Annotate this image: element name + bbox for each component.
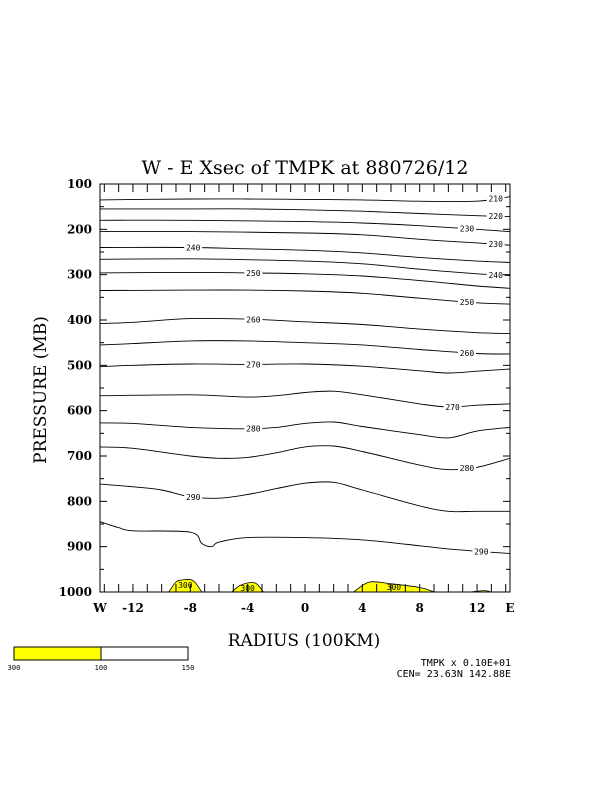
contour-label-220: 220 — [488, 212, 503, 221]
contour-label-290: 290 — [186, 493, 201, 502]
contour-label-260: 260 — [246, 315, 261, 324]
contour-label-240: 240 — [186, 244, 201, 253]
contour-line-230 — [99, 219, 511, 233]
x-tick-label: W — [92, 601, 107, 615]
contour-label-bg — [457, 348, 476, 357]
contour-label-bg — [244, 268, 263, 277]
contour-line-240 — [99, 246, 511, 263]
contour-line-290 — [99, 521, 511, 554]
contour-label-bg — [486, 194, 505, 203]
contour-label-bg — [457, 297, 476, 306]
y-tick-label: 800 — [67, 494, 92, 508]
x-tick-label: 12 — [469, 601, 486, 615]
contour-label-240: 240 — [488, 271, 503, 280]
y-tick-label: 400 — [67, 313, 92, 327]
footer-scale-text: TMPK x 0.10E+01 — [421, 658, 511, 669]
shaded-region-label-300: 300 — [387, 583, 402, 592]
contour-group — [99, 196, 511, 554]
y-axis-label: PRESSURE (MB) — [31, 316, 51, 464]
contour-label-bg — [443, 402, 462, 411]
contour-line-220 — [100, 208, 511, 218]
contour-label-270: 270 — [445, 403, 460, 412]
contour-label-bg — [184, 243, 203, 252]
contour-line-210 — [99, 196, 511, 203]
contour-line-260 — [99, 317, 511, 335]
contour-label-280: 280 — [246, 425, 261, 434]
contour-label-250: 250 — [460, 298, 475, 307]
contour-line-280 — [99, 445, 511, 471]
y-tick-label: 500 — [67, 358, 92, 372]
contour-line-280 — [99, 421, 511, 439]
contour-label-bg — [486, 212, 505, 221]
x-tick-label: 4 — [358, 601, 366, 615]
contour-label-bg — [472, 547, 491, 556]
colorbar-fill-white — [100, 646, 189, 661]
contour-label-bg — [486, 270, 505, 279]
contour-label-260: 260 — [460, 349, 475, 358]
contour-label-210: 210 — [488, 195, 503, 204]
contour-label-bg — [457, 464, 476, 473]
y-tick-label: 100 — [67, 177, 92, 191]
x-tick-label: 0 — [301, 601, 309, 615]
contour-line-250 — [99, 271, 511, 289]
y-tick-label: 700 — [67, 449, 92, 463]
colorbar-tick-label: 150 — [182, 664, 195, 672]
contour-label-230: 230 — [488, 240, 503, 249]
colorbar-tick-label: 300 — [8, 664, 21, 672]
contour-label-270: 270 — [246, 360, 261, 369]
contour-label-250: 250 — [246, 269, 261, 278]
y-tick-label: 300 — [67, 268, 92, 282]
contour-label-group: 210 220 230 230 240 240 250 250 260 260 270 270 280 2… — [178, 194, 505, 593]
contour-line-290 — [99, 481, 510, 513]
contour-label-bg — [184, 492, 203, 501]
shaded-region-300 — [168, 578, 203, 593]
x-axis-label: RADIUS (100KM) — [228, 631, 381, 651]
contour-label-290: 290 — [474, 547, 489, 556]
footer-center-text: CEN= 23.63N 142.88E — [397, 669, 511, 680]
colorbar: 300 100 150 — [8, 646, 195, 672]
x-tick-label: -8 — [184, 601, 197, 615]
contour-line-250 — [99, 289, 511, 305]
contour-line-230 — [99, 231, 511, 246]
y-tick-label: 900 — [67, 540, 92, 554]
contour-label-bg — [457, 224, 476, 233]
contour-label-bg — [486, 240, 505, 249]
colorbar-fill-yellow — [13, 646, 102, 661]
contour-line-260 — [99, 340, 511, 355]
x-tick-label: -4 — [241, 601, 254, 615]
chart-title: W - E Xsec of TMPK at 880726/12 — [142, 157, 469, 179]
contour-label-280: 280 — [460, 464, 475, 473]
contour-label-230: 230 — [460, 225, 475, 234]
contour-line-240 — [99, 258, 511, 277]
contour-line-270 — [99, 363, 511, 374]
y-tick-label: 200 — [67, 222, 92, 236]
shaded-region-300 — [352, 581, 435, 593]
contour-label-bg — [244, 315, 263, 324]
shaded-region-group — [168, 578, 492, 593]
x-tick-label: -12 — [122, 601, 144, 615]
contour-label-bg — [244, 424, 263, 433]
y-tick-label: 1000 — [59, 585, 92, 599]
contour-label-bg — [244, 360, 263, 369]
x-tick-label: E — [505, 601, 514, 615]
y-tick-label: 600 — [67, 404, 92, 418]
shaded-region-label-300: 300 — [178, 581, 193, 590]
x-tick-label: 8 — [416, 601, 424, 615]
colorbar-tick-label: 100 — [95, 664, 108, 672]
